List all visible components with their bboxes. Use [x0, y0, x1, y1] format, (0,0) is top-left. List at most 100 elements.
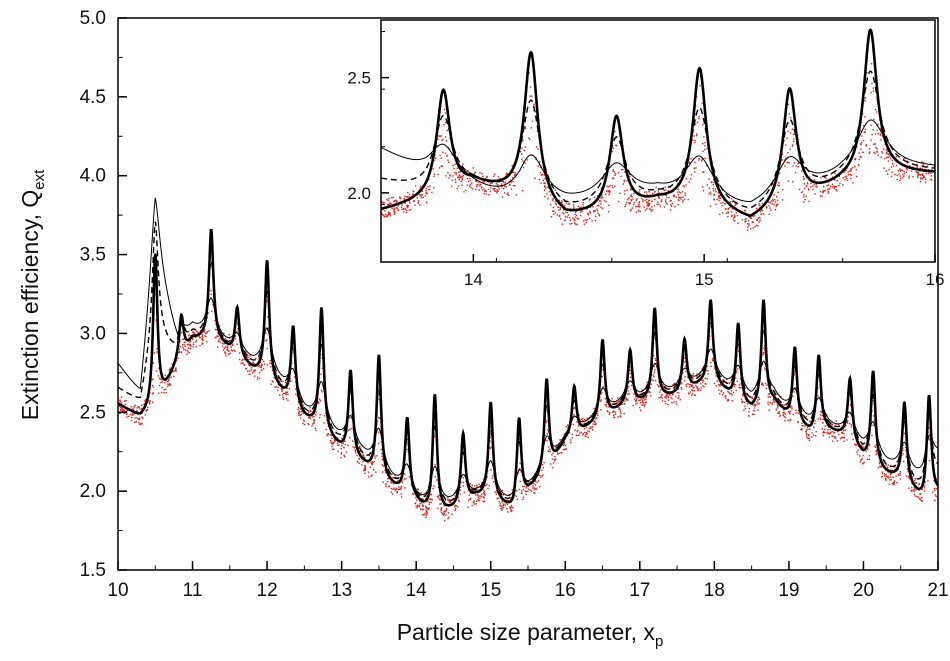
scatter-point	[485, 484, 487, 487]
scatter-point	[199, 344, 201, 347]
scatter-point	[173, 370, 175, 372]
scatter-point	[393, 213, 395, 215]
scatter-point	[118, 412, 121, 415]
scatter-point	[639, 401, 642, 404]
scatter-point	[537, 474, 540, 476]
scatter-point	[447, 159, 449, 161]
scatter-point	[930, 175, 933, 177]
scatter-point	[419, 194, 421, 196]
scatter-point	[438, 167, 441, 169]
scatter-point	[472, 167, 475, 169]
scatter-point	[888, 477, 890, 479]
scatter-point	[793, 372, 796, 375]
scatter-point	[560, 200, 563, 202]
scatter-point	[755, 404, 757, 406]
scatter-point	[381, 455, 383, 458]
scatter-point	[916, 171, 918, 174]
scatter-point	[777, 404, 779, 407]
scatter-point	[315, 411, 317, 413]
scatter-point	[418, 504, 421, 506]
scatter-point	[228, 337, 231, 339]
scatter-point	[245, 367, 248, 370]
scatter-point	[586, 417, 589, 420]
scatter-point	[126, 409, 128, 412]
scatter-point	[503, 185, 506, 188]
scatter-point	[907, 475, 910, 478]
scatter-point	[394, 489, 397, 491]
scatter-point	[504, 181, 507, 184]
scatter-point	[921, 496, 923, 499]
scatter-point	[827, 190, 829, 193]
scatter-point	[644, 401, 646, 404]
scatter-point	[562, 209, 565, 211]
scatter-point	[422, 513, 424, 516]
scatter-point	[766, 384, 768, 386]
scatter-point	[810, 186, 812, 188]
scatter-point	[564, 444, 567, 447]
scatter-point	[527, 490, 529, 493]
scatter-point	[491, 477, 494, 479]
scatter-point	[267, 327, 270, 329]
scatter-point	[620, 412, 622, 415]
scatter-point	[785, 416, 787, 419]
scatter-point	[694, 141, 696, 144]
scatter-point	[482, 175, 484, 178]
scatter-point	[362, 453, 364, 455]
scatter-point	[667, 399, 670, 401]
scatter-point	[548, 191, 550, 193]
scatter-point	[924, 485, 926, 487]
scatter-point	[890, 464, 892, 467]
scatter-point	[597, 194, 599, 197]
scatter-point	[646, 198, 648, 201]
scatter-point	[630, 198, 632, 201]
scatter-point	[410, 208, 412, 211]
scatter-point	[168, 378, 170, 381]
scatter-point	[231, 350, 234, 352]
scatter-point	[611, 398, 613, 400]
scatter-point	[783, 416, 785, 418]
scatter-point	[871, 82, 873, 85]
scatter-point	[121, 410, 124, 412]
scatter-point	[643, 191, 646, 193]
scatter-point	[155, 319, 157, 321]
scatter-point	[665, 397, 667, 399]
scatter-point	[783, 139, 785, 142]
scatter-point	[412, 200, 415, 202]
scatter-point	[693, 389, 696, 392]
scatter-point	[879, 465, 881, 468]
scatter-point	[575, 210, 578, 212]
scatter-point	[822, 191, 824, 193]
scatter-point	[920, 173, 922, 176]
scatter-point	[136, 410, 138, 412]
scatter-point	[902, 175, 905, 177]
scatter-point	[757, 399, 759, 401]
scatter-point	[646, 381, 648, 383]
scatter-point	[412, 193, 414, 195]
scatter-point	[815, 183, 818, 185]
scatter-point	[720, 202, 722, 204]
scatter-point	[909, 165, 911, 167]
scatter-point	[880, 156, 882, 158]
scatter-point	[804, 198, 806, 201]
scatter-point	[520, 158, 523, 161]
scatter-point	[415, 497, 417, 499]
scatter-point	[658, 195, 660, 198]
scatter-point	[577, 205, 580, 207]
scatter-point	[572, 204, 575, 206]
scatter-point	[801, 191, 804, 193]
scatter-point	[490, 469, 492, 471]
y-tick-label: 2.5	[80, 402, 106, 423]
scatter-point	[490, 446, 493, 448]
scatter-point	[699, 85, 701, 87]
scatter-point	[473, 500, 475, 502]
scatter-point	[417, 488, 419, 491]
scatter-point	[918, 483, 921, 485]
scatter-point	[754, 405, 756, 407]
scatter-point	[679, 192, 682, 194]
scatter-point	[329, 434, 332, 436]
scatter-point	[789, 418, 792, 421]
scatter-point	[364, 469, 367, 471]
scatter-point	[696, 386, 698, 389]
scatter-point	[827, 429, 829, 431]
scatter-point	[118, 405, 121, 408]
